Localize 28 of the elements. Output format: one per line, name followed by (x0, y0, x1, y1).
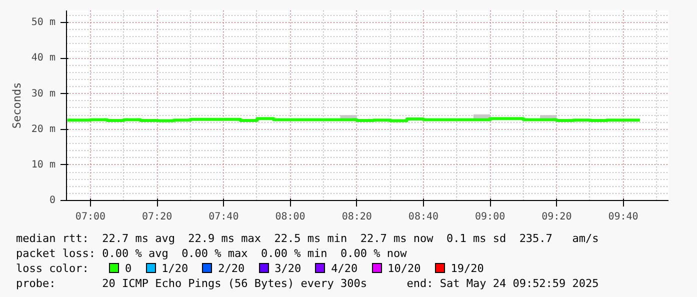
x-tick-label: 08:00 (275, 212, 306, 222)
text: packet loss: 0.00 % avg 0.00 % max 0.00 % min 0.00 % now (16, 246, 408, 261)
y-tick-label: 10 m (31, 159, 56, 170)
y-tick-label: 40 m (31, 52, 56, 64)
x-tick-label: 08:40 (408, 212, 439, 222)
x-tick-label: 08:20 (342, 212, 372, 222)
legend-label: 3/20 (274, 262, 302, 275)
text: probe: 20 ICMP Echo Pings (56 Bytes) every 300s (16, 277, 367, 290)
x-tick-label: 07:20 (142, 212, 172, 222)
text: median rtt: 22.7 ms avg 22.9 ms max 22.5 ms min 22.7 ms now 0.1 ms sd 235.7 am/s (16, 231, 599, 246)
y-tick-label: 50 m (31, 17, 56, 28)
y-tick-label: 30 m (31, 88, 56, 100)
x-tick-label: 09:20 (542, 212, 572, 222)
x-tick-label: 07:40 (208, 212, 239, 222)
legend-title: loss color: (16, 261, 90, 276)
legend-label: 19/20 (450, 262, 484, 275)
x-tick-label: 07:00 (75, 212, 106, 222)
y-tick-label: 20 m (31, 124, 56, 135)
text: end: Sat May 24 09:52:59 2025 (406, 276, 599, 291)
x-tick-label: 09:00 (475, 212, 506, 222)
legend-label: 4/20 (331, 262, 358, 275)
y-tick-label: 0 (49, 195, 56, 206)
legend-label: 10/20 (388, 262, 421, 275)
legend-label: 1/20 (162, 262, 188, 275)
legend-label: 2/20 (218, 262, 245, 275)
x-tick-label: 09:40 (608, 212, 638, 222)
legend-label: 0 (125, 262, 132, 275)
y-axis-title: Seconds (10, 82, 24, 129)
